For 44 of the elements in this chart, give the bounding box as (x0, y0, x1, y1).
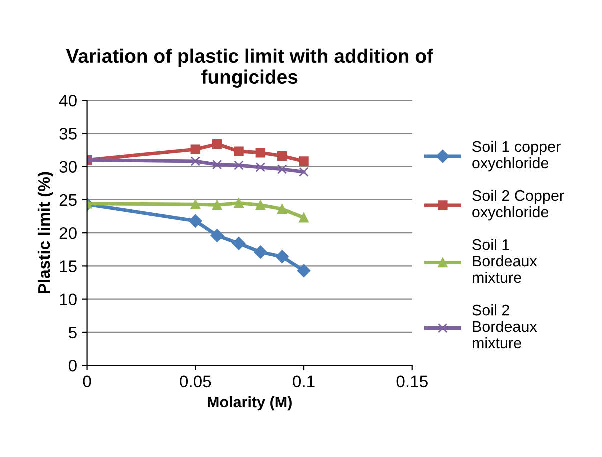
x-tick-label: 0.05 (180, 376, 212, 388)
point (190, 144, 201, 154)
x-axis-title: Molarity (M) (208, 396, 292, 411)
point (234, 160, 244, 170)
point (234, 198, 244, 208)
x-tick-label: 0.1 (293, 376, 315, 388)
point (256, 148, 266, 158)
chart-title: Variation of plastic limit with addition of fungicides (66, 48, 434, 88)
point (297, 264, 311, 278)
point (234, 146, 244, 156)
point (212, 200, 222, 210)
y-tick-label: 10 (60, 294, 77, 306)
y-tick-label: 30 (60, 161, 77, 174)
legend-label: Soil 2 Bordeaux mixture (472, 304, 538, 349)
point (190, 156, 201, 166)
y-tick-label: 0 (68, 360, 77, 372)
x-tick-label: 0.15 (396, 376, 428, 388)
point (277, 204, 288, 214)
point (189, 214, 202, 228)
y-tick-label: 35 (60, 128, 77, 140)
x-tick-label: 0 (83, 376, 92, 388)
point (299, 156, 309, 166)
point (212, 160, 222, 170)
point (299, 167, 309, 177)
y-tick-label: 20 (60, 227, 77, 240)
point (277, 164, 288, 174)
point (232, 237, 246, 250)
point (210, 229, 224, 242)
y-tick-label: 15 (60, 260, 77, 272)
legend-label: Soil 1 copper oxychloride (472, 140, 561, 172)
y-tick-label: 25 (60, 194, 77, 206)
point (212, 139, 222, 150)
point (276, 250, 289, 264)
point (190, 200, 201, 210)
point (277, 151, 288, 162)
point (256, 200, 266, 210)
legend-label: Soil 1 Bordeaux mixture (472, 239, 538, 284)
point (254, 246, 268, 259)
y-tick-label: 40 (59, 94, 77, 107)
y-tick-label: 5 (68, 327, 77, 339)
point (299, 212, 309, 223)
point (256, 162, 266, 172)
y-axis-title: Plastic limit (%) (38, 172, 54, 294)
legend-label: Soil 2 Copper oxychloride (472, 190, 564, 221)
